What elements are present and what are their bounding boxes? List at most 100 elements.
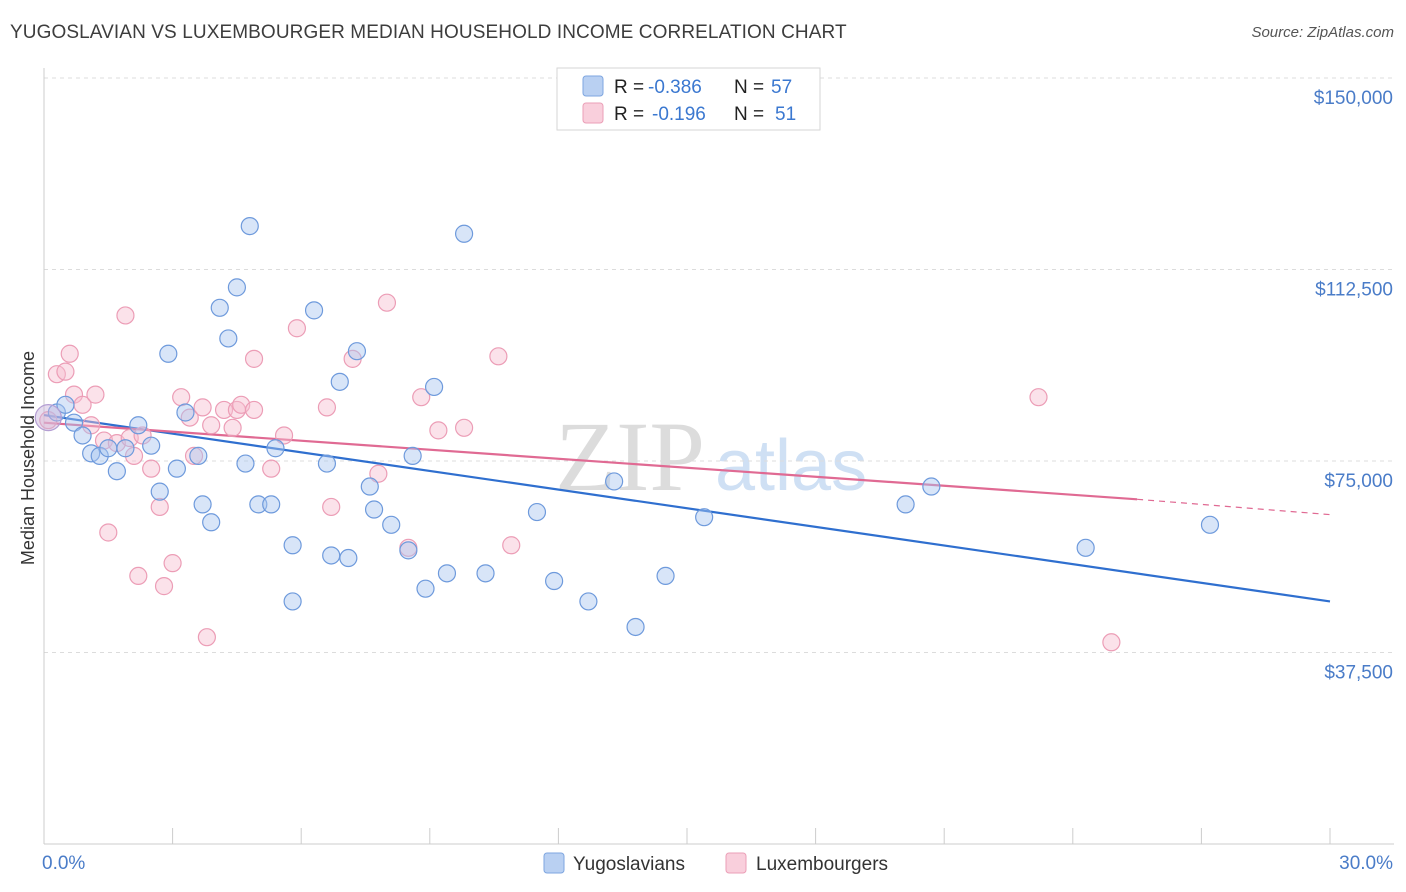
point-luxembourger xyxy=(184,446,204,465)
point-luxembourger xyxy=(154,577,174,596)
point-yugoslavian xyxy=(176,403,195,422)
point-luxembourger xyxy=(429,421,448,440)
legend-n-label: N = xyxy=(734,104,764,125)
point-yugoslavian xyxy=(605,472,624,491)
x-tick-label: 30.0% xyxy=(1339,853,1393,874)
point-yugoslavian xyxy=(73,426,92,445)
series-legend-yugoslavians: Yugoslavians xyxy=(573,854,685,875)
legend-n-value: 57 xyxy=(771,77,792,98)
point-luxembourger xyxy=(274,426,294,445)
stats-legend: R = -0.386 N = 57 R = -0.196 N = 51 xyxy=(556,67,821,131)
point-luxembourger xyxy=(412,388,431,407)
point-yugoslavian xyxy=(545,571,564,591)
point-yugoslavian xyxy=(416,579,435,598)
point-luxembourger xyxy=(1029,388,1048,407)
point-yugoslavian xyxy=(454,224,474,243)
point-luxembourger xyxy=(99,523,118,542)
point-luxembourger xyxy=(244,400,264,420)
point-yugoslavian xyxy=(322,546,341,565)
trend-line-yugoslavians xyxy=(43,413,1331,603)
point-luxembourger xyxy=(150,497,169,517)
trend-lines xyxy=(43,413,1331,603)
point-yugoslavian xyxy=(437,564,457,583)
point-yugoslavian xyxy=(236,454,255,473)
y-tick-label: $150,000 xyxy=(1314,88,1393,109)
point-yugoslavian xyxy=(626,617,645,637)
point-yugoslavian xyxy=(424,377,444,397)
point-yugoslavian xyxy=(579,592,598,611)
point-yugoslavian xyxy=(219,329,238,348)
legend-r-value: -0.196 xyxy=(652,104,706,125)
chart-title: YUGOSLAVIAN VS LUXEMBOURGER MEDIAN HOUSE… xyxy=(10,22,847,43)
point-luxembourger xyxy=(502,536,521,555)
point-yugoslavian xyxy=(202,513,221,532)
trend-line-luxembourgers xyxy=(43,421,1138,501)
legend-swatch-yugoslavians xyxy=(582,75,604,97)
point-yugoslavian xyxy=(56,395,75,414)
point-yugoslavian xyxy=(159,344,178,363)
data-points xyxy=(34,216,1220,652)
point-yugoslavian xyxy=(347,342,367,361)
point-yugoslavian xyxy=(210,298,229,317)
point-yugoslavian xyxy=(656,566,675,586)
point-luxembourger xyxy=(287,319,307,338)
point-yugoslavian xyxy=(227,278,246,297)
y-tick-label: $75,000 xyxy=(1324,471,1393,492)
point-luxembourger xyxy=(116,306,135,325)
point-luxembourger xyxy=(142,459,161,478)
series-legend: Yugoslavians Luxembourgers xyxy=(543,852,888,875)
point-yugoslavian xyxy=(399,541,418,560)
point-yugoslavian xyxy=(382,515,401,534)
point-yugoslavian xyxy=(240,216,259,236)
point-yugoslavian xyxy=(283,592,302,611)
trend-line-luxembourgers-extension xyxy=(1137,498,1331,516)
point-luxembourger xyxy=(129,566,148,586)
point-luxembourger xyxy=(317,398,337,417)
watermark-atlas: atlas xyxy=(715,426,867,506)
point-yugoslavian xyxy=(339,548,358,568)
point-yugoslavian xyxy=(360,477,379,496)
point-yugoslavian xyxy=(64,413,84,432)
point-luxembourger xyxy=(214,400,234,420)
point-yugoslavian xyxy=(283,536,302,555)
point-luxembourger xyxy=(202,416,221,435)
point-luxembourger xyxy=(223,418,242,437)
point-luxembourger xyxy=(163,554,182,573)
gridlines xyxy=(44,77,1394,653)
point-yugoslavian xyxy=(193,495,212,514)
point-yugoslavian xyxy=(896,495,915,514)
point-luxembourger xyxy=(197,628,216,647)
point-luxembourger xyxy=(1102,633,1121,652)
point-luxembourger xyxy=(244,349,264,368)
point-yugoslavian xyxy=(249,495,268,514)
point-yugoslavian xyxy=(266,439,285,458)
point-luxembourger xyxy=(489,347,508,366)
point-yugoslavian xyxy=(99,439,118,458)
series-legend-luxembourgers: Luxembourgers xyxy=(756,854,888,875)
point-luxembourger xyxy=(377,293,397,312)
legend-r-label: R = xyxy=(614,104,644,125)
series-legend-swatch-yugoslavians xyxy=(543,852,565,874)
point-yugoslavian xyxy=(695,508,714,527)
point-luxembourger xyxy=(86,385,105,404)
point-yugoslavian xyxy=(150,482,169,501)
x-tick-labels: 0.0% 30.0% xyxy=(42,853,1393,874)
legend-n-label: N = xyxy=(734,77,764,98)
y-tick-label: $37,500 xyxy=(1324,663,1393,684)
point-yugoslavian xyxy=(189,446,208,465)
y-tick-label: $112,500 xyxy=(1315,280,1393,301)
y-axis-title: Median Household Income xyxy=(18,351,38,565)
point-yugoslavian xyxy=(330,372,349,391)
point-luxembourger xyxy=(262,459,281,478)
point-luxembourger xyxy=(193,398,212,417)
point-luxembourger xyxy=(56,362,75,381)
point-yugoslavian xyxy=(129,416,148,435)
legend-r-label: R = xyxy=(614,77,644,98)
x-tick-label: 0.0% xyxy=(42,853,85,874)
point-yugoslavian xyxy=(304,301,324,320)
point-luxembourger xyxy=(369,464,388,483)
point-yugoslavian xyxy=(116,439,135,458)
point-yugoslavian xyxy=(1200,515,1220,534)
point-yugoslavian xyxy=(476,564,495,583)
